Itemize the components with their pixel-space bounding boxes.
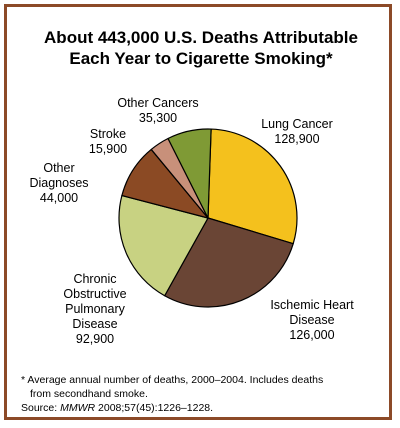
slice-name-label: Other Cancers xyxy=(117,96,198,110)
slice-name-label: Lung Cancer xyxy=(261,117,333,131)
pie-slice xyxy=(167,128,212,219)
slice-name-label: Other xyxy=(43,161,74,175)
chart-title-line-2: Each Year to Cigarette Smoking* xyxy=(69,49,333,68)
slice-label: Chronic Obstructive Pulmonary Disease 92,900 xyxy=(63,272,126,346)
slice-name-label: Pulmonary xyxy=(65,302,125,316)
slice-value-label: 44,000 xyxy=(40,191,78,205)
pie-slice xyxy=(164,217,294,308)
slice-name-label: Stroke xyxy=(90,127,126,141)
slice-name-label: Disease xyxy=(72,317,117,331)
slice-label: Other Cancers 35,300 xyxy=(117,96,198,125)
footnote-line-2: from secondhand smoke. xyxy=(30,388,148,400)
slice-value-label: 126,000 xyxy=(289,328,334,342)
slice-label: Stroke 15,900 xyxy=(89,127,127,156)
source-citation: 2008;57(45):1226–1228. xyxy=(95,402,214,414)
pie-slice xyxy=(118,194,209,297)
slice-label: Other Diagnoses 44,000 xyxy=(29,161,88,205)
chart-title-line-1: About 443,000 U.S. Deaths Attributable xyxy=(44,28,358,47)
slice-name-label: Chronic xyxy=(73,272,116,286)
slice-value-label: 128,900 xyxy=(274,132,319,146)
slice-name-label: Obstructive xyxy=(63,287,126,301)
footnote-line-1: * Average annual number of deaths, 2000–… xyxy=(21,374,324,386)
chart-frame: About 443,000 U.S. Deaths Attributable E… xyxy=(4,4,392,420)
slice-value-label: 15,900 xyxy=(89,142,127,156)
slice-name-label: Disease xyxy=(289,313,334,327)
source-journal: MMWR xyxy=(60,402,96,414)
source-note: Source: MMWR 2008;57(45):1226–1228. xyxy=(21,401,391,415)
slice-name-label: Ischemic Heart xyxy=(270,298,354,312)
slice-name-label: Diagnoses xyxy=(29,176,88,190)
slice-label: Ischemic Heart Disease 126,000 xyxy=(270,298,354,342)
slice-label: Lung Cancer 128,900 xyxy=(261,117,333,146)
slice-value-label: 92,900 xyxy=(76,332,114,346)
slice-value-label: 35,300 xyxy=(139,111,177,125)
pie-slice xyxy=(207,128,298,245)
source-prefix: Source: xyxy=(21,402,61,414)
